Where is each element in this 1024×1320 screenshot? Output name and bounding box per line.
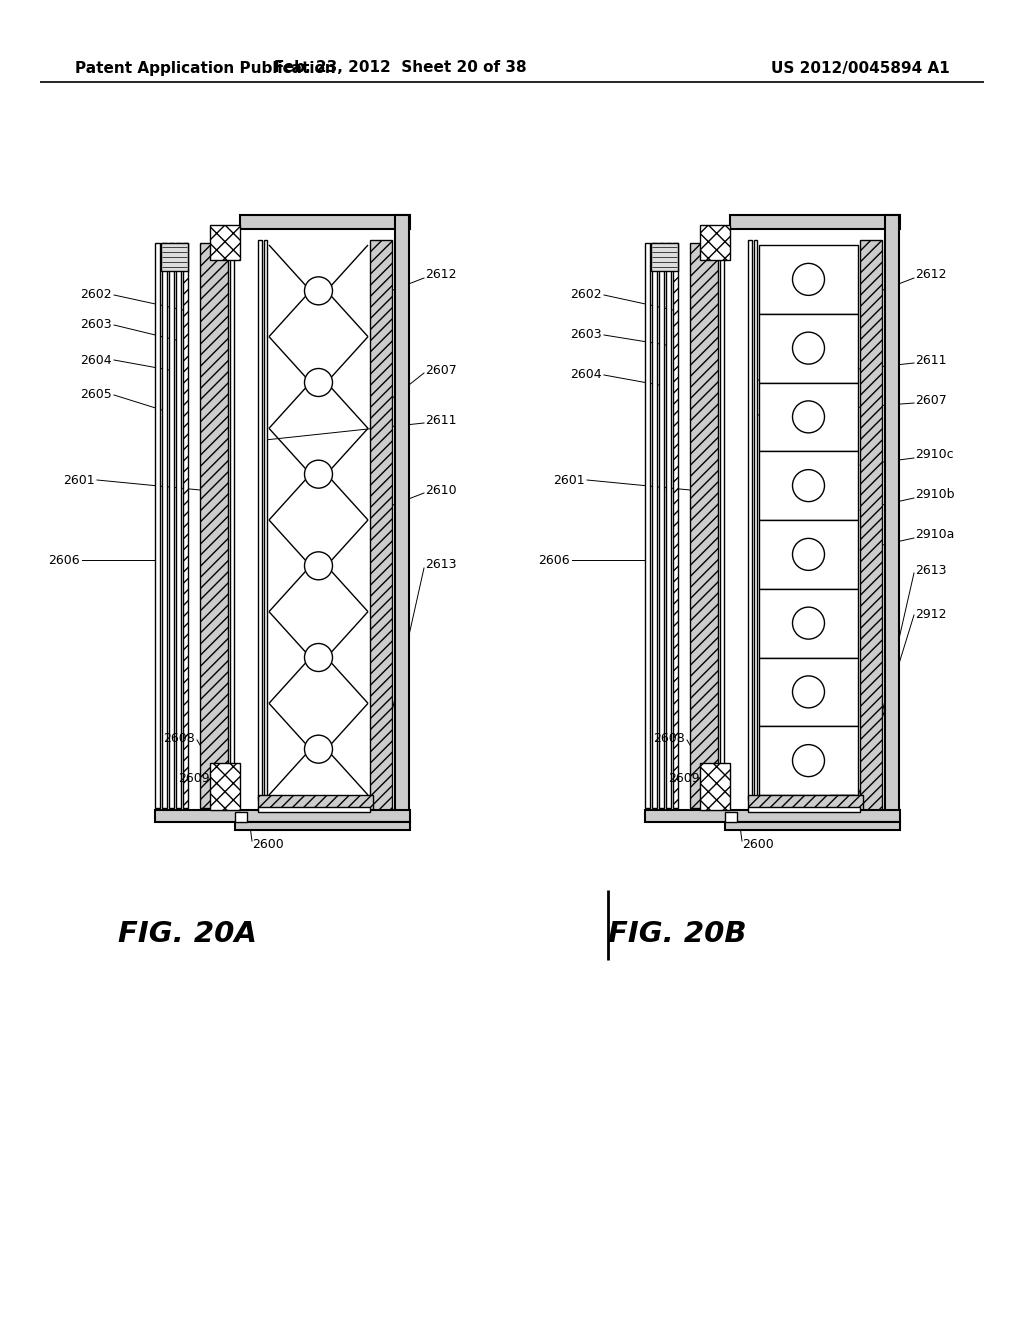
Bar [659, 243, 664, 808]
Bar [720, 243, 724, 808]
Text: 2604: 2604 [570, 368, 602, 381]
Text: 2601: 2601 [553, 474, 585, 487]
Bar [830, 795, 855, 810]
Text: US 2012/0045894 A1: US 2012/0045894 A1 [771, 61, 950, 75]
Text: 2606: 2606 [48, 553, 80, 566]
Bar [230, 243, 234, 808]
Circle shape [793, 264, 824, 296]
Bar [759, 520, 858, 589]
Text: 2602: 2602 [80, 289, 112, 301]
Text: 2606: 2606 [539, 553, 570, 566]
Circle shape [793, 676, 824, 708]
Bar [759, 246, 858, 314]
Bar [700, 763, 730, 810]
Bar [666, 243, 671, 808]
Text: 2910b: 2910b [915, 488, 954, 502]
Text: 2604: 2604 [80, 354, 112, 367]
Circle shape [304, 552, 333, 579]
Text: 2600: 2600 [252, 838, 284, 851]
Text: 2601: 2601 [63, 474, 95, 487]
Bar [730, 215, 900, 228]
Bar [234, 812, 247, 822]
Circle shape [793, 470, 824, 502]
Bar [162, 243, 167, 808]
Text: 2602: 2602 [570, 289, 602, 301]
Text: FIG. 20B: FIG. 20B [608, 920, 746, 948]
Bar [759, 726, 858, 795]
Text: 2607: 2607 [425, 363, 457, 376]
Bar [725, 812, 737, 822]
Text: 2910c: 2910c [915, 449, 953, 462]
Bar [885, 215, 899, 820]
Circle shape [304, 277, 333, 305]
Bar [264, 240, 267, 800]
Bar [759, 451, 858, 520]
Bar [754, 240, 757, 800]
Text: 2611: 2611 [425, 413, 457, 426]
Bar [169, 243, 174, 808]
Text: 2607: 2607 [915, 393, 947, 407]
Text: 2608: 2608 [163, 731, 195, 744]
Bar [690, 243, 718, 808]
Text: 2912: 2912 [915, 609, 946, 622]
Text: 2910a: 2910a [915, 528, 954, 541]
Bar [748, 807, 860, 812]
Bar [759, 657, 858, 726]
Bar [370, 240, 392, 810]
Bar [725, 822, 900, 830]
Bar [258, 240, 262, 800]
Bar [240, 215, 410, 228]
Bar [183, 243, 188, 808]
Text: 2605: 2605 [80, 388, 112, 401]
Bar [748, 240, 752, 800]
Text: 2608: 2608 [653, 731, 685, 744]
Bar [860, 240, 882, 810]
Text: 2603: 2603 [80, 318, 112, 331]
Bar [645, 810, 900, 822]
Text: 2612: 2612 [425, 268, 457, 281]
Text: 2613: 2613 [425, 558, 457, 572]
Bar [748, 795, 863, 810]
Circle shape [304, 368, 333, 396]
Circle shape [793, 401, 824, 433]
Text: 2609: 2609 [669, 771, 700, 784]
Bar [161, 243, 188, 271]
Bar [210, 763, 240, 810]
Text: 2612: 2612 [915, 268, 946, 281]
Text: 2613: 2613 [915, 564, 946, 577]
Bar [759, 383, 858, 451]
Bar [155, 243, 160, 808]
Text: FIG. 20A: FIG. 20A [118, 920, 257, 948]
Circle shape [304, 644, 333, 672]
Bar [258, 807, 370, 812]
Text: 2611: 2611 [915, 354, 946, 367]
Bar [395, 215, 409, 820]
Circle shape [793, 539, 824, 570]
Circle shape [304, 461, 333, 488]
Bar [210, 224, 240, 260]
Circle shape [793, 607, 824, 639]
Text: Patent Application Publication: Patent Application Publication [75, 61, 336, 75]
Text: 2609: 2609 [178, 771, 210, 784]
Circle shape [304, 735, 333, 763]
Text: 2610: 2610 [425, 483, 457, 496]
Bar [155, 810, 410, 822]
Text: Feb. 23, 2012  Sheet 20 of 38: Feb. 23, 2012 Sheet 20 of 38 [273, 61, 526, 75]
Circle shape [793, 744, 824, 776]
Bar [759, 589, 858, 657]
Bar [700, 224, 730, 260]
Text: 2603: 2603 [570, 329, 602, 342]
Bar [652, 243, 657, 808]
Bar [200, 243, 228, 808]
Bar [176, 243, 181, 808]
Bar [759, 314, 858, 383]
Circle shape [793, 333, 824, 364]
Bar [645, 243, 650, 808]
Bar [651, 243, 678, 271]
Bar [258, 795, 373, 810]
Text: 2600: 2600 [742, 838, 774, 851]
Bar [673, 243, 678, 808]
Bar [234, 822, 410, 830]
